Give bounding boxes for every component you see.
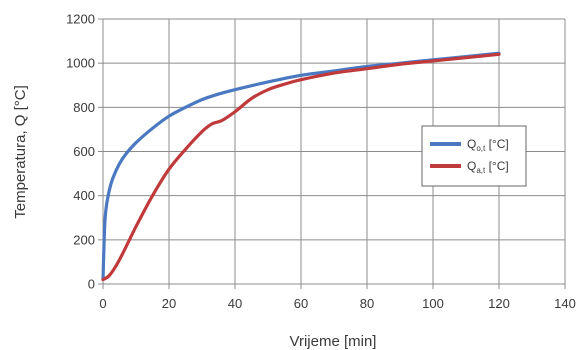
y-tick-label: 600 [73, 144, 95, 159]
x-tick-label: 80 [360, 296, 374, 311]
y-tick-label: 200 [73, 232, 95, 247]
legend-box [421, 125, 527, 187]
x-tick-label: 100 [422, 296, 444, 311]
tick-labels: 0 200 400 600 800 1000 1200 0 20 40 60 80 100 120 140 [66, 12, 576, 312]
x-tick-label: 20 [162, 296, 176, 311]
y-tick-label: 0 [88, 277, 95, 292]
x-tick-label: 40 [228, 296, 242, 311]
legend: Qo,t [°C] Qa,t [°C] [421, 125, 527, 187]
series-lines [101, 51, 501, 282]
y-tick-label: 1000 [66, 56, 95, 71]
x-tick-label: 120 [488, 296, 510, 311]
x-tick-label: 140 [554, 296, 576, 311]
series-line-1 [101, 51, 501, 282]
legend-label-1: Qo,t [°C] [467, 137, 509, 153]
legend-label-2: Qa,t [°C] [467, 159, 509, 175]
y-axis-label: Temperatura, Q [°C] [12, 85, 29, 219]
y-tick-label: 800 [73, 100, 95, 115]
x-tick-label: 0 [99, 296, 106, 311]
y-tick-label: 400 [73, 188, 95, 203]
y-tick-label: 1200 [66, 12, 95, 27]
x-tick-label: 60 [294, 296, 308, 311]
x-axis-label: Vrijeme [min] [290, 333, 377, 350]
series-line-2 [101, 52, 501, 282]
